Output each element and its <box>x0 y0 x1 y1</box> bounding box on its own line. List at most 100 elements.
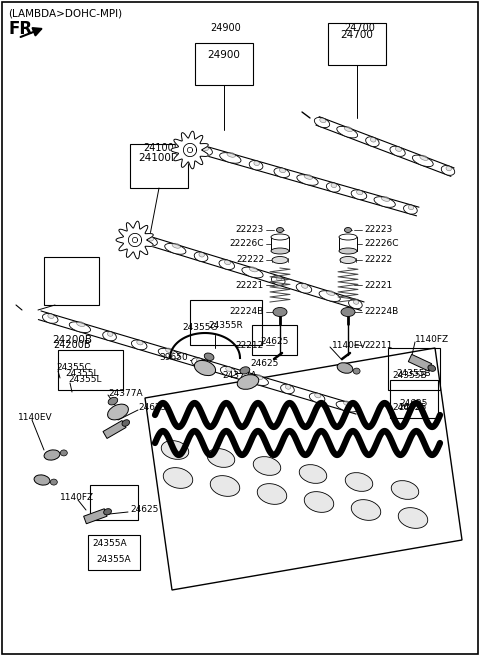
Ellipse shape <box>108 398 118 405</box>
Text: 22222: 22222 <box>236 255 264 264</box>
Ellipse shape <box>331 183 336 188</box>
Ellipse shape <box>257 483 287 504</box>
Ellipse shape <box>197 146 212 155</box>
Ellipse shape <box>336 401 358 412</box>
Text: 22226C: 22226C <box>229 239 264 249</box>
Ellipse shape <box>163 468 193 488</box>
Bar <box>328 23 386 65</box>
Ellipse shape <box>199 253 204 257</box>
Bar <box>58 350 123 390</box>
Text: 24900: 24900 <box>207 50 240 60</box>
Ellipse shape <box>296 283 312 293</box>
Bar <box>271 237 289 251</box>
Text: 24377A: 24377A <box>108 388 143 398</box>
Bar <box>130 144 188 188</box>
Ellipse shape <box>108 332 113 337</box>
Ellipse shape <box>343 401 352 406</box>
Text: 24625: 24625 <box>130 506 158 514</box>
Ellipse shape <box>391 481 419 499</box>
Ellipse shape <box>48 314 54 318</box>
Ellipse shape <box>353 300 359 304</box>
Ellipse shape <box>254 375 263 379</box>
Ellipse shape <box>137 340 143 345</box>
Ellipse shape <box>273 308 287 316</box>
Ellipse shape <box>319 291 340 302</box>
Text: 1140EV: 1140EV <box>18 413 53 422</box>
Polygon shape <box>145 348 462 590</box>
Ellipse shape <box>192 358 205 367</box>
Text: 24355B: 24355B <box>392 371 427 380</box>
Ellipse shape <box>276 276 282 281</box>
Ellipse shape <box>220 367 236 376</box>
Ellipse shape <box>44 450 60 460</box>
Ellipse shape <box>122 420 130 426</box>
Ellipse shape <box>132 340 147 350</box>
Text: 22221: 22221 <box>236 281 264 289</box>
Ellipse shape <box>271 234 289 240</box>
Bar <box>339 237 357 251</box>
Ellipse shape <box>272 256 288 264</box>
Ellipse shape <box>281 384 294 394</box>
Ellipse shape <box>34 475 50 485</box>
Ellipse shape <box>404 205 417 214</box>
Text: 24100D: 24100D <box>143 143 181 153</box>
Ellipse shape <box>220 153 241 163</box>
Ellipse shape <box>165 243 186 255</box>
Text: 24355A: 24355A <box>96 556 132 565</box>
Ellipse shape <box>398 508 428 528</box>
Ellipse shape <box>166 348 174 353</box>
Ellipse shape <box>301 283 308 288</box>
Ellipse shape <box>207 449 235 467</box>
Text: 24625: 24625 <box>398 403 426 413</box>
Bar <box>195 43 253 85</box>
Text: 22226C: 22226C <box>364 239 398 249</box>
Ellipse shape <box>60 450 67 456</box>
Text: 24100D: 24100D <box>139 153 180 163</box>
Ellipse shape <box>339 248 357 254</box>
Polygon shape <box>408 354 432 371</box>
Ellipse shape <box>285 384 291 389</box>
Text: 22223: 22223 <box>364 226 392 234</box>
Ellipse shape <box>219 260 235 270</box>
Text: 24200B: 24200B <box>52 335 92 345</box>
Ellipse shape <box>279 168 286 173</box>
Text: 22224B: 22224B <box>364 308 398 316</box>
Ellipse shape <box>320 118 326 123</box>
Polygon shape <box>84 508 107 523</box>
Ellipse shape <box>237 375 259 390</box>
Text: 24625: 24625 <box>400 398 428 407</box>
Text: 24355L: 24355L <box>68 375 101 384</box>
Ellipse shape <box>202 146 208 151</box>
Ellipse shape <box>77 321 85 327</box>
Ellipse shape <box>194 360 216 376</box>
Ellipse shape <box>408 205 414 210</box>
Ellipse shape <box>412 155 433 167</box>
Ellipse shape <box>357 190 363 195</box>
Bar <box>190 300 262 345</box>
Text: 24355G: 24355G <box>182 323 218 333</box>
Ellipse shape <box>204 353 214 360</box>
Ellipse shape <box>227 152 236 157</box>
Bar <box>44 257 99 305</box>
Text: 1140EV: 1140EV <box>332 340 367 350</box>
Ellipse shape <box>345 472 373 491</box>
Ellipse shape <box>339 234 357 240</box>
Text: 24355L: 24355L <box>65 369 98 379</box>
Ellipse shape <box>69 322 91 333</box>
Ellipse shape <box>147 236 154 241</box>
Ellipse shape <box>104 508 111 515</box>
Text: 24900: 24900 <box>211 23 241 33</box>
Ellipse shape <box>224 260 230 264</box>
Text: 39650: 39650 <box>159 354 188 363</box>
Ellipse shape <box>371 137 376 142</box>
Text: 24700: 24700 <box>341 30 373 40</box>
Bar <box>88 535 140 570</box>
Ellipse shape <box>304 174 312 179</box>
Text: 1140FZ: 1140FZ <box>415 335 449 344</box>
Ellipse shape <box>326 182 340 192</box>
Ellipse shape <box>249 161 263 170</box>
Text: 1140FZ: 1140FZ <box>60 493 94 502</box>
Ellipse shape <box>276 228 284 232</box>
Bar <box>390 380 438 418</box>
Ellipse shape <box>326 291 335 295</box>
